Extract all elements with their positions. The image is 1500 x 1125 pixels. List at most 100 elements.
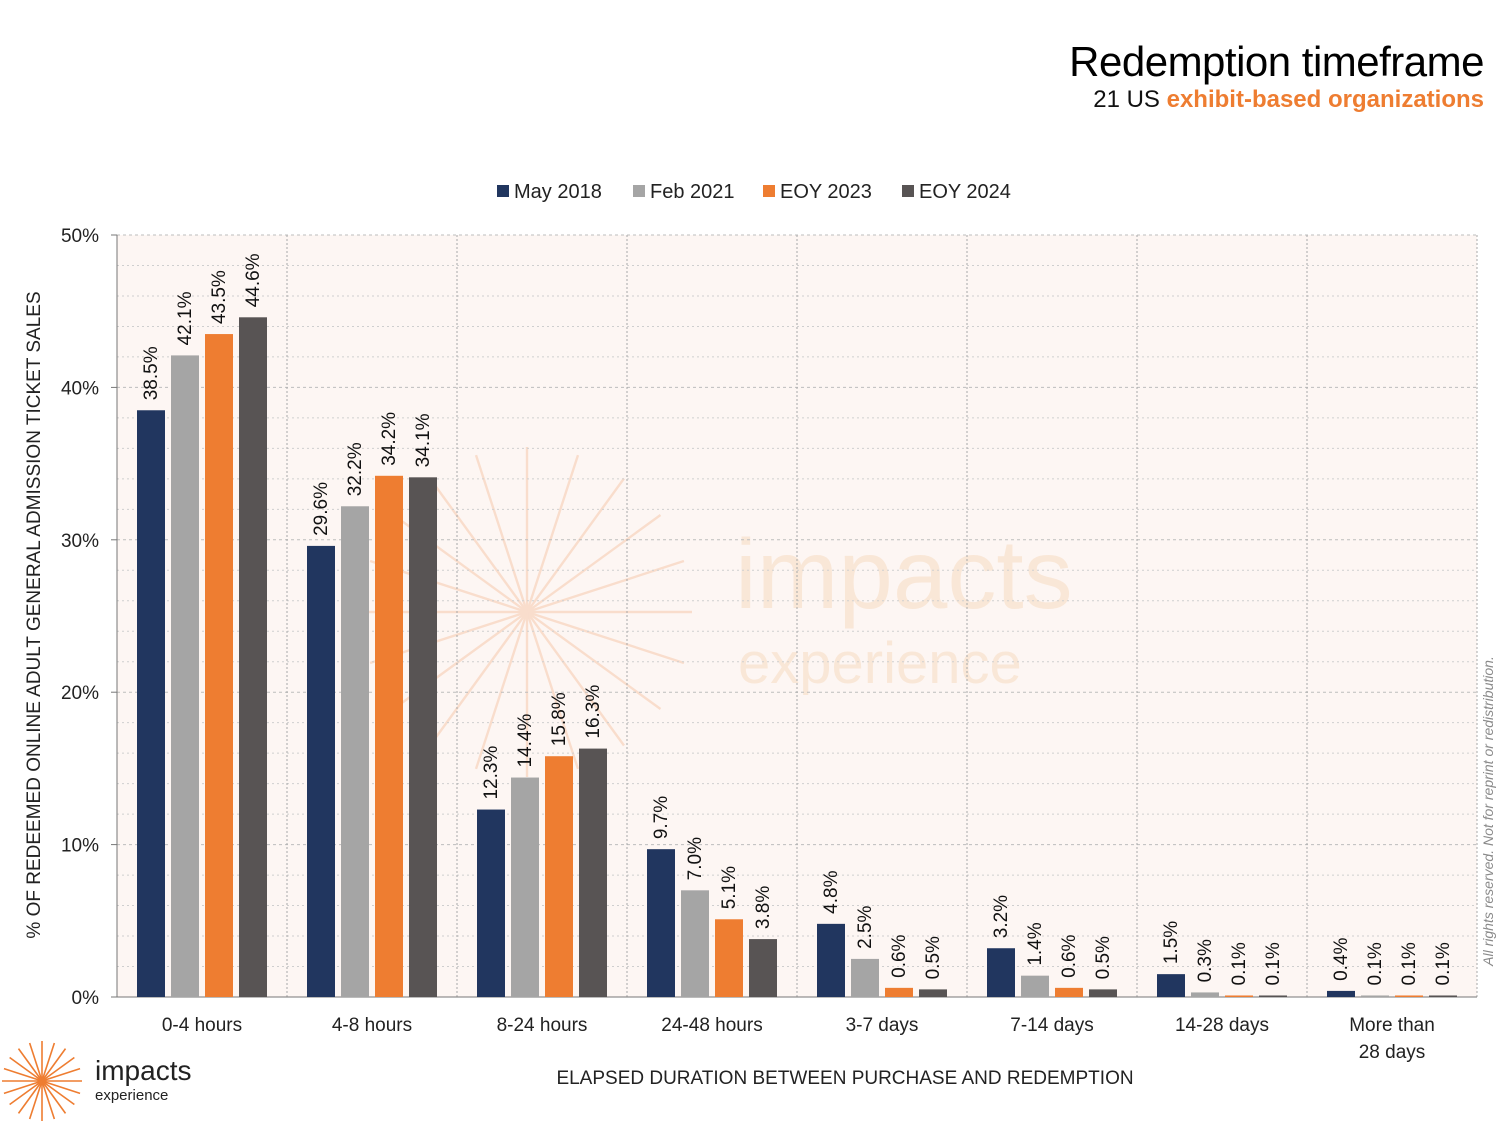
bar-value-label: 1.4% (1025, 922, 1046, 965)
bar-value-label: 15.8% (549, 692, 570, 746)
legend-swatch (633, 185, 645, 197)
legend-label: EOY 2024 (919, 181, 1011, 203)
y-axis-label: % OF REDEEMED ONLINE ADULT GENERAL ADMIS… (24, 291, 45, 938)
bar (1055, 987, 1083, 997)
chart-title: Redemption timeframe (1069, 38, 1484, 85)
bars (137, 317, 1457, 997)
bar (1395, 995, 1423, 997)
bar (885, 987, 913, 997)
x-tick-label: 4-8 hours (332, 1015, 412, 1036)
bar (477, 809, 505, 997)
bar (579, 748, 607, 997)
y-tick-label: 40% (61, 378, 99, 399)
y-tick-label: 10% (61, 836, 99, 857)
y-axis-ticks: 0% 10% 20% 30% 40% 50% (61, 226, 117, 1009)
bar-value-label: 38.5% (141, 346, 162, 400)
legend-label: EOY 2023 (780, 181, 872, 203)
y-tick-label: 0% (72, 988, 100, 1009)
x-tick-label: 7-14 days (1010, 1015, 1093, 1036)
bar (1361, 995, 1389, 997)
bar (1429, 995, 1457, 997)
bar-value-label: 0.1% (1229, 942, 1250, 985)
subtitle-prefix: 21 US (1093, 86, 1160, 113)
bar-value-label: 0.5% (923, 936, 944, 979)
copyright-notice: All rights reserved. Not for reprint or … (1480, 656, 1496, 966)
bar-value-label: 14.4% (515, 714, 536, 768)
x-tick-label: More than 28 days (1349, 1015, 1435, 1063)
sunburst-icon (2, 1041, 82, 1121)
footer-logo: impacts experience (0, 1040, 210, 1125)
x-tick-label: 8-24 hours (497, 1015, 588, 1036)
x-tick-label: 0-4 hours (162, 1015, 242, 1036)
bar-value-label: 0.1% (1365, 942, 1386, 985)
bar-value-label: 9.7% (651, 796, 672, 839)
legend-label: Feb 2021 (650, 181, 735, 203)
bar (1327, 990, 1355, 997)
bar-value-label: 2.5% (855, 905, 876, 948)
bar-value-label: 0.6% (889, 934, 910, 977)
bar (715, 919, 743, 997)
bar (137, 410, 165, 997)
bar (817, 923, 845, 997)
x-axis-label: ELAPSED DURATION BETWEEN PURCHASE AND RE… (556, 1068, 1133, 1089)
bar-value-label: 44.6% (243, 253, 264, 307)
bar-value-label: 0.5% (1093, 936, 1114, 979)
x-tick-label: 3-7 days (846, 1015, 919, 1036)
bar-value-label: 4.8% (821, 870, 842, 913)
bar-value-label: 0.1% (1399, 942, 1420, 985)
bar (511, 777, 539, 997)
watermark-word-experience: experience (738, 631, 1022, 696)
bar-labels: 38.5% 42.1% 43.5% 44.6% 29.6% 32.2% 34.2% 34.1%… (141, 253, 1454, 985)
y-tick-label: 30% (61, 531, 99, 552)
bar (545, 756, 573, 997)
bar (239, 317, 267, 997)
bar (749, 939, 777, 997)
bar-value-label: 0.1% (1433, 942, 1454, 985)
bar-value-label: 0.4% (1331, 937, 1352, 980)
bar (1225, 995, 1253, 997)
bar-value-label: 16.3% (583, 685, 604, 739)
bar (681, 890, 709, 997)
bar (341, 506, 369, 997)
bar-value-label: 7.0% (685, 837, 706, 880)
y-tick-label: 50% (61, 226, 99, 247)
legend-swatch (902, 185, 914, 197)
legend-swatch (497, 185, 509, 197)
chart-subtitle: 21 US exhibit-based organizations (1093, 86, 1484, 114)
bar-value-label: 34.1% (413, 413, 434, 467)
legend: May 2018 Feb 2021 EOY 2023 EOY 2024 (497, 181, 1011, 203)
bar (1259, 995, 1287, 997)
bar-value-label: 5.1% (719, 866, 740, 909)
bar (307, 545, 335, 997)
bar-value-label: 0.3% (1195, 939, 1216, 982)
legend-swatch (763, 185, 775, 197)
bar (205, 334, 233, 997)
x-axis-ticks: 0-4 hours 4-8 hours 8-24 hours 24-48 hours 3… (162, 1015, 1435, 1063)
bar (171, 355, 199, 997)
bar (647, 849, 675, 997)
x-tick-label: 24-48 hours (661, 1015, 762, 1036)
bar-value-label: 3.8% (753, 886, 774, 929)
bar-value-label: 3.2% (991, 895, 1012, 938)
bar-value-label: 0.6% (1059, 934, 1080, 977)
bar (1089, 989, 1117, 997)
bar (851, 958, 879, 997)
bar-value-label: 29.6% (311, 482, 332, 536)
x-tick-label: 14-28 days (1175, 1015, 1269, 1036)
bar-value-label: 12.3% (481, 746, 502, 800)
legend-label: May 2018 (514, 181, 602, 203)
bar (375, 475, 403, 997)
bar (919, 989, 947, 997)
bar-value-label: 34.2% (379, 412, 400, 466)
bar (1157, 974, 1185, 997)
bar-value-label: 42.1% (175, 291, 196, 345)
bar (1191, 992, 1219, 997)
bar-value-label: 32.2% (345, 442, 366, 496)
watermark-word-impacts: impacts (735, 519, 1073, 629)
bar (409, 477, 437, 997)
bar-value-label: 0.1% (1263, 942, 1284, 985)
logo-word-impacts: impacts (95, 1055, 192, 1086)
bar (1021, 975, 1049, 997)
